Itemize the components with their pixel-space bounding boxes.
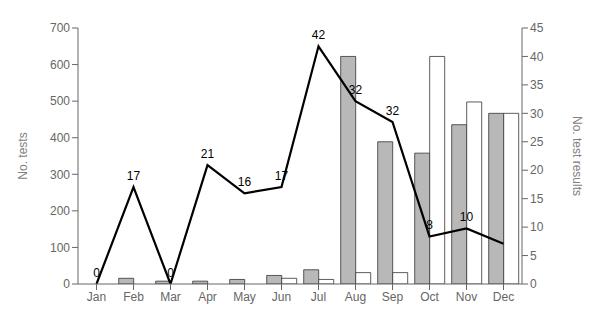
svg-text:200: 200 [50,204,70,218]
svg-text:300: 300 [50,168,70,182]
svg-text:20: 20 [530,163,544,177]
svg-text:25: 25 [530,135,544,149]
svg-text:600: 600 [50,58,70,72]
svg-text:40: 40 [530,50,544,64]
svg-text:Mar: Mar [160,290,181,304]
svg-text:10: 10 [530,220,544,234]
svg-text:Jul: Jul [311,290,326,304]
svg-text:Sep: Sep [382,290,404,304]
svg-text:30: 30 [530,107,544,121]
svg-text:Jun: Jun [272,290,291,304]
svg-text:32: 32 [386,104,400,118]
svg-text:10: 10 [460,210,474,224]
svg-text:Feb: Feb [123,290,144,304]
svg-text:100: 100 [50,241,70,255]
svg-text:42: 42 [312,28,326,42]
svg-text:May: May [233,290,256,304]
svg-text:0: 0 [63,277,70,291]
svg-text:Dec: Dec [493,290,514,304]
svg-text:35: 35 [530,78,544,92]
svg-text:16: 16 [238,175,252,189]
svg-text:8: 8 [426,218,433,232]
svg-text:Nov: Nov [456,290,477,304]
svg-text:Aug: Aug [345,290,366,304]
svg-text:0: 0 [93,266,100,280]
svg-text:500: 500 [50,94,70,108]
svg-text:21: 21 [201,147,215,161]
svg-text:17: 17 [127,169,141,183]
svg-text:17: 17 [275,169,289,183]
svg-text:Oct: Oct [420,290,439,304]
svg-text:0: 0 [530,277,537,291]
svg-text:No. tests: No. tests [16,132,30,179]
svg-text:No. test results: No. test results [570,116,584,196]
svg-text:400: 400 [50,131,70,145]
svg-text:32: 32 [349,83,363,97]
svg-text:Apr: Apr [198,290,217,304]
svg-text:15: 15 [530,192,544,206]
svg-text:0: 0 [167,266,174,280]
svg-text:700: 700 [50,21,70,35]
svg-text:Jan: Jan [87,290,106,304]
svg-text:5: 5 [530,249,537,263]
svg-text:45: 45 [530,21,544,35]
